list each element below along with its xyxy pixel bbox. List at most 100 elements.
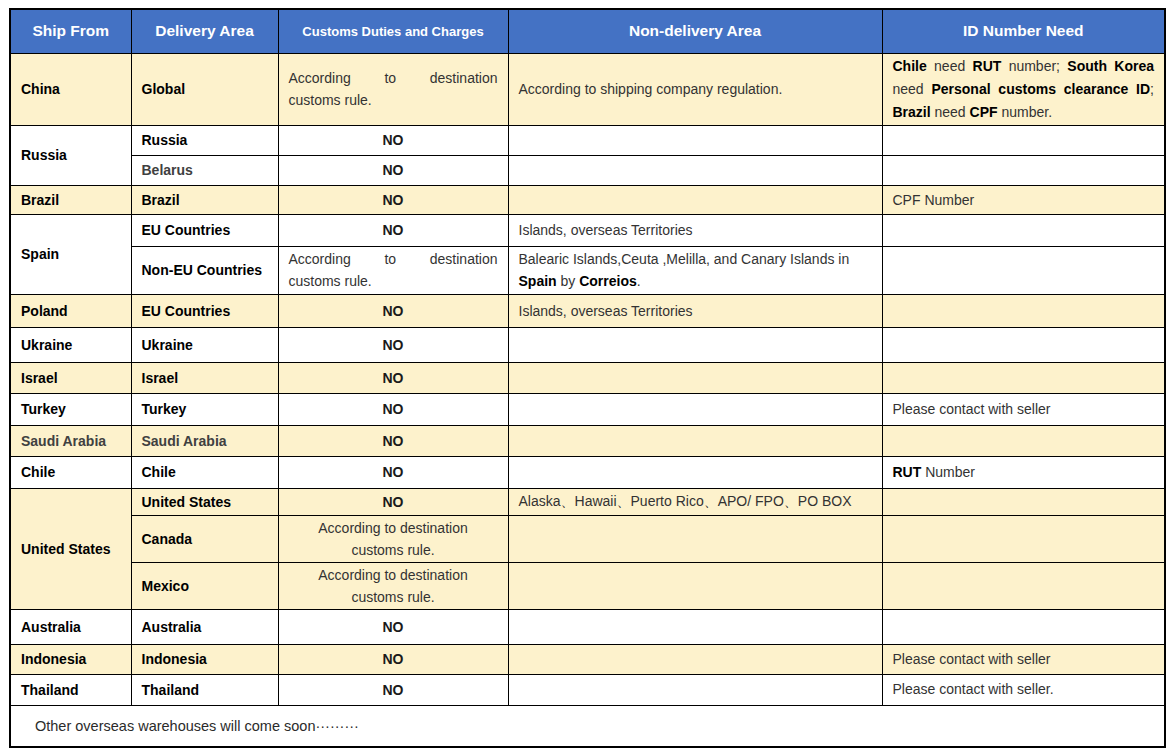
customs-cell: NO bbox=[278, 362, 508, 393]
id-number-cell bbox=[882, 562, 1165, 609]
customs-line-1: According to destination bbox=[289, 67, 498, 89]
customs-line-2: customs rule. bbox=[289, 89, 498, 111]
header-delivery-area: Delivery Area bbox=[131, 9, 278, 53]
ship-from-cell: Brazil bbox=[10, 185, 131, 214]
table-row: Ukraine Ukraine NO bbox=[10, 327, 1165, 362]
delivery-area-cell: Turkey bbox=[131, 393, 278, 425]
customs-cell: NO bbox=[278, 214, 508, 246]
non-delivery-cell bbox=[508, 362, 882, 393]
id-segment: need bbox=[893, 81, 932, 97]
customs-line-2: customs rule. bbox=[289, 539, 498, 561]
table-row: Thailand Thailand NO Please contact with… bbox=[10, 674, 1165, 705]
ship-from-cell: Spain bbox=[10, 214, 131, 294]
id-number-cell: CPF Number bbox=[882, 185, 1165, 214]
delivery-area-cell: EU Countries bbox=[131, 214, 278, 246]
delivery-area-cell: Saudi Arabia bbox=[131, 425, 278, 456]
customs-cell: According to destination customs rule. bbox=[278, 53, 508, 125]
id-segment: need bbox=[931, 104, 970, 120]
non-delivery-cell bbox=[508, 609, 882, 644]
non-delivery-cell bbox=[508, 125, 882, 155]
customs-line-2: customs rule. bbox=[289, 270, 498, 292]
id-segment: Number bbox=[921, 464, 975, 480]
id-segment: CPF bbox=[970, 104, 998, 120]
non-delivery-segment: by bbox=[557, 273, 580, 289]
table-header-row: Ship From Delivery Area Customs Duties a… bbox=[10, 9, 1165, 53]
ship-from-cell: Russia bbox=[10, 125, 131, 185]
non-delivery-cell bbox=[508, 327, 882, 362]
delivery-area-cell: Chile bbox=[131, 456, 278, 488]
non-delivery-segment: Balearic Islands,Ceuta ,Melilla, and Can… bbox=[519, 251, 850, 267]
customs-cell: NO bbox=[278, 125, 508, 155]
delivery-area-cell: Australia bbox=[131, 609, 278, 644]
id-number-cell bbox=[882, 362, 1165, 393]
table-row: Russia Russia NO bbox=[10, 125, 1165, 155]
delivery-area-cell: Mexico bbox=[131, 562, 278, 609]
id-number-cell: Chile need RUT number; South Korea need … bbox=[882, 53, 1165, 125]
customs-cell: NO bbox=[278, 425, 508, 456]
table-row: Non-EU Countries According to destinatio… bbox=[10, 246, 1165, 294]
id-number-cell bbox=[882, 425, 1165, 456]
non-delivery-cell: Islands, overseas Territories bbox=[508, 214, 882, 246]
table-row: Chile Chile NO RUT Number bbox=[10, 456, 1165, 488]
customs-line-1: According to destination bbox=[289, 517, 498, 539]
delivery-area-cell: Brazil bbox=[131, 185, 278, 214]
non-delivery-cell bbox=[508, 185, 882, 214]
customs-cell: NO bbox=[278, 393, 508, 425]
id-segment: RUT bbox=[973, 58, 1002, 74]
id-segment: South Korea bbox=[1067, 58, 1154, 74]
delivery-area-cell: EU Countries bbox=[131, 294, 278, 327]
ship-from-cell: Turkey bbox=[10, 393, 131, 425]
table-row: Poland EU Countries NO Islands, overseas… bbox=[10, 294, 1165, 327]
table-row: Saudi Arabia Saudi Arabia NO bbox=[10, 425, 1165, 456]
customs-line-1: According to destination bbox=[289, 564, 498, 586]
customs-cell: NO bbox=[278, 674, 508, 705]
non-delivery-cell bbox=[508, 456, 882, 488]
id-number-cell bbox=[882, 327, 1165, 362]
id-segment: Chile bbox=[893, 58, 927, 74]
delivery-area-cell: Israel bbox=[131, 362, 278, 393]
ship-from-cell: Chile bbox=[10, 456, 131, 488]
delivery-area-cell: United States bbox=[131, 488, 278, 515]
delivery-area-cell: Global bbox=[131, 53, 278, 125]
id-segment: Personal customs clearance ID bbox=[931, 81, 1150, 97]
customs-cell: NO bbox=[278, 327, 508, 362]
header-customs-duties: Customs Duties and Charges bbox=[278, 9, 508, 53]
table-footer-row: Other overseas warehouses will come soon… bbox=[10, 705, 1165, 747]
delivery-area-cell: Belarus bbox=[131, 155, 278, 185]
id-number-cell bbox=[882, 609, 1165, 644]
non-delivery-cell: Alaska、Hawaii、Puerto Rico、APO/ FPO、PO BO… bbox=[508, 488, 882, 515]
table-row: Spain EU Countries NO Islands, overseas … bbox=[10, 214, 1165, 246]
ship-from-cell: Israel bbox=[10, 362, 131, 393]
customs-cell: According to destination customs rule. bbox=[278, 515, 508, 562]
ship-from-cell: Poland bbox=[10, 294, 131, 327]
id-number-cell bbox=[882, 246, 1165, 294]
id-number-cell bbox=[882, 488, 1165, 515]
id-number-cell: Please contact with seller bbox=[882, 644, 1165, 674]
delivery-area-cell: Ukraine bbox=[131, 327, 278, 362]
id-segment: Number bbox=[921, 192, 975, 208]
id-number-cell: Please contact with seller bbox=[882, 393, 1165, 425]
customs-cell: NO bbox=[278, 155, 508, 185]
delivery-area-cell: Canada bbox=[131, 515, 278, 562]
table-row: Indonesia Indonesia NO Please contact wi… bbox=[10, 644, 1165, 674]
table-row: Israel Israel NO bbox=[10, 362, 1165, 393]
customs-cell: According to destination customs rule. bbox=[278, 562, 508, 609]
footer-note: Other overseas warehouses will come soon… bbox=[10, 705, 1165, 747]
id-segment: CPF bbox=[893, 192, 921, 208]
id-segment: RUT bbox=[893, 464, 922, 480]
non-delivery-cell: Balearic Islands,Ceuta ,Melilla, and Can… bbox=[508, 246, 882, 294]
customs-line-2: customs rule. bbox=[289, 586, 498, 608]
header-non-delivery-area: Non-delivery Area bbox=[508, 9, 882, 53]
non-delivery-cell: Islands, overseas Territories bbox=[508, 294, 882, 327]
id-number-cell bbox=[882, 125, 1165, 155]
id-number-cell bbox=[882, 294, 1165, 327]
id-number-cell bbox=[882, 515, 1165, 562]
table-row: Brazil Brazil NO CPF Number bbox=[10, 185, 1165, 214]
table-row: Canada According to destination customs … bbox=[10, 515, 1165, 562]
delivery-area-cell: Non-EU Countries bbox=[131, 246, 278, 294]
ship-from-cell: Australia bbox=[10, 609, 131, 644]
table-row: Turkey Turkey NO Please contact with sel… bbox=[10, 393, 1165, 425]
ship-from-cell: Ukraine bbox=[10, 327, 131, 362]
id-segment: number. bbox=[998, 104, 1052, 120]
non-delivery-segment: Spain bbox=[519, 273, 557, 289]
